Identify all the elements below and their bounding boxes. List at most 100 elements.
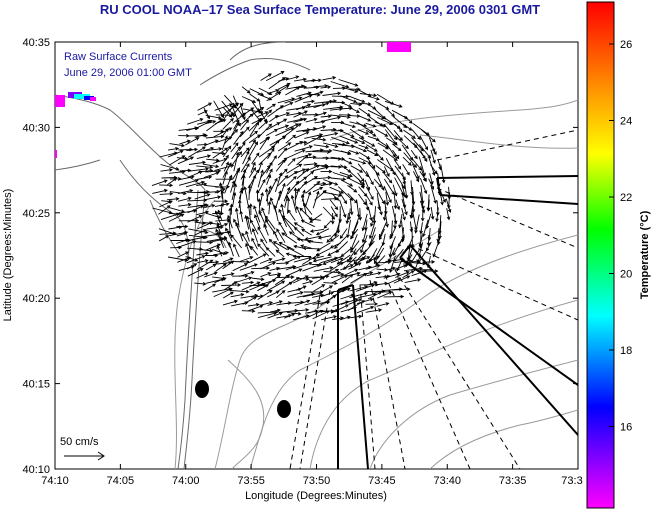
current-vector — [295, 205, 304, 221]
current-vector — [229, 203, 234, 215]
current-vector — [212, 147, 229, 159]
current-vector — [301, 228, 312, 236]
current-vector — [205, 169, 222, 173]
current-vector — [230, 234, 243, 249]
current-vector — [368, 221, 376, 240]
current-vector — [374, 186, 385, 205]
current-vector — [309, 213, 323, 223]
current-vector — [257, 289, 273, 300]
current-vector — [385, 191, 390, 206]
current-vector — [197, 110, 208, 116]
current-vector — [169, 143, 186, 148]
current-vector — [313, 284, 326, 292]
current-vector — [350, 228, 359, 240]
current-vector — [277, 124, 290, 130]
colorbar-tick-label: 18 — [620, 345, 632, 357]
colorbar-tick-label: 26 — [620, 39, 632, 51]
current-vector — [169, 207, 186, 213]
current-vector — [222, 145, 232, 158]
current-vector — [168, 155, 186, 166]
current-vector — [247, 204, 252, 222]
current-vector — [264, 188, 269, 206]
current-vector — [205, 114, 222, 120]
current-vector — [259, 301, 274, 306]
current-vector — [440, 164, 446, 184]
current-vector — [168, 149, 184, 158]
current-vector — [205, 243, 221, 251]
current-vector — [341, 102, 353, 108]
current-vector — [378, 228, 385, 241]
current-vector — [233, 151, 240, 172]
current-vector — [176, 240, 197, 249]
current-vector — [384, 266, 396, 271]
current-vector — [293, 244, 305, 249]
current-vector — [323, 179, 339, 186]
current-vector — [366, 271, 382, 277]
current-vector — [187, 170, 203, 179]
current-vector — [419, 135, 428, 151]
current-vector — [249, 93, 261, 102]
current-vector — [329, 186, 344, 194]
current-vector — [302, 280, 314, 285]
current-vector — [312, 186, 324, 193]
current-vector — [294, 94, 313, 103]
current-vector — [222, 117, 234, 130]
current-vector — [435, 207, 439, 223]
current-vector — [320, 114, 332, 119]
current-vector — [374, 281, 389, 286]
current-vector — [322, 75, 337, 81]
current-vector — [365, 193, 373, 206]
current-vector — [293, 222, 304, 229]
current-vector — [295, 176, 308, 186]
current-vector — [358, 137, 376, 147]
current-vector — [386, 108, 395, 118]
current-vector — [284, 96, 303, 104]
current-vector — [218, 182, 223, 199]
annotation-line-2: June 29, 2006 01:00 GMT — [64, 67, 192, 79]
current-vector — [426, 234, 431, 247]
current-vector — [373, 178, 382, 188]
current-vector — [341, 274, 354, 284]
colorbar — [586, 1, 615, 509]
current-vector — [385, 142, 396, 158]
current-vector — [287, 291, 304, 298]
current-vector — [214, 188, 226, 194]
current-vector — [206, 118, 224, 132]
current-vector — [403, 152, 418, 169]
current-vector — [350, 165, 364, 173]
current-vector — [220, 189, 225, 206]
current-vector — [320, 256, 339, 264]
current-vector — [194, 282, 207, 286]
current-vector — [265, 71, 285, 82]
current-vector — [287, 180, 300, 195]
current-vector — [392, 143, 402, 152]
current-vector — [358, 207, 363, 221]
current-vector — [419, 178, 428, 195]
current-vector — [267, 200, 272, 215]
current-vector — [412, 171, 420, 183]
current-vector — [277, 142, 292, 152]
current-vector — [373, 247, 385, 265]
current-vector — [330, 177, 347, 182]
current-vector — [195, 119, 213, 129]
current-vector — [326, 228, 340, 243]
current-vector — [222, 291, 234, 299]
current-vector — [250, 245, 259, 256]
current-vector — [358, 256, 371, 263]
current-vector — [258, 161, 263, 173]
current-vector — [311, 137, 327, 142]
current-vector — [348, 262, 362, 270]
current-vector — [254, 214, 261, 229]
current-vector — [231, 183, 237, 201]
station-marker — [277, 400, 291, 418]
current-vector — [402, 156, 412, 166]
current-vector — [203, 171, 220, 179]
current-vector — [278, 182, 286, 201]
current-vector — [339, 135, 359, 144]
current-vector — [302, 246, 322, 251]
current-vector — [242, 130, 259, 144]
current-vector — [420, 205, 425, 222]
current-vector — [217, 230, 223, 243]
current-vector — [204, 195, 222, 201]
x-tick-label: 73:45 — [368, 475, 396, 487]
